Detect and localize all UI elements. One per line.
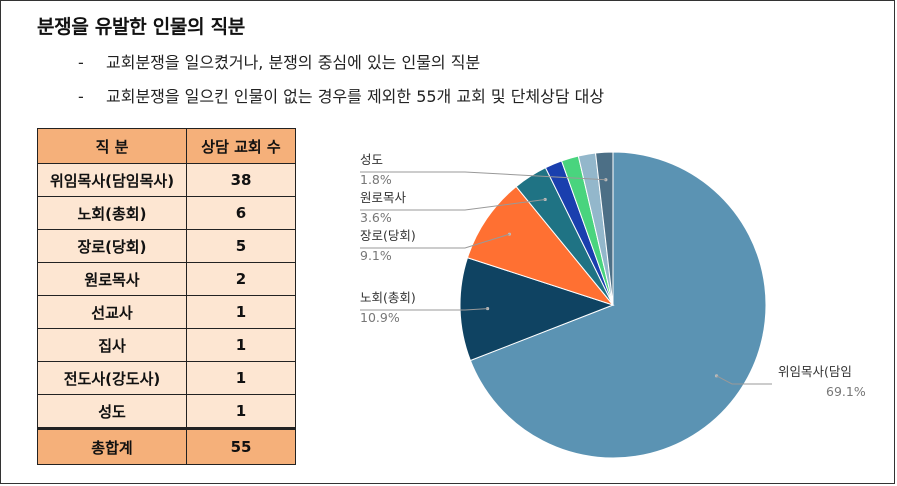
leader-dot [485, 306, 490, 311]
table-row: 노회(총회) 6 [37, 196, 296, 230]
slice-label-percent: 9.1% [360, 248, 392, 263]
table-cell-count: 1 [186, 394, 296, 429]
table-cell-count: 6 [186, 196, 296, 230]
table-cell-count: 5 [186, 229, 296, 263]
table-row: 집사 1 [37, 328, 296, 362]
table-cell-count: 1 [186, 295, 296, 329]
table-cell-position: 위임목사(담임목사) [37, 163, 187, 197]
pie-slice [466, 185, 615, 307]
slice-label-name: 장로(당회) [360, 228, 416, 243]
table-row: 전도사(강도사) 1 [37, 361, 296, 395]
table-header-row: 직 분 상담 교회 수 [37, 128, 296, 164]
leader-line [716, 375, 772, 385]
table-cell-count: 2 [186, 262, 296, 296]
pie-slice [459, 257, 615, 362]
table-cell-position: 집사 [37, 328, 187, 362]
leader-dot [604, 178, 608, 182]
table-total-row: 총합계 55 [37, 428, 296, 465]
table-cell-position: 선교사 [37, 295, 187, 329]
table-header-count: 상담 교회 수 [186, 128, 296, 164]
table-cell-position: 노회(총회) [37, 196, 187, 230]
leader-line [360, 171, 606, 181]
bullet-text: 교회분쟁을 일으켰거나, 분쟁의 중심에 있는 인물의 직분 [106, 53, 481, 72]
slice-label-percent: 3.6% [360, 210, 392, 225]
position-count-table: 직 분 상담 교회 수 위임목사(담임목사) 38 노회(총회) 6 장로(당회… [37, 128, 296, 465]
slice-label-name: 성도 [360, 152, 383, 167]
table-row: 선교사 1 [37, 295, 296, 329]
table-row: 성도 1 [37, 394, 296, 429]
slice-label-percent: 1.8% [360, 172, 392, 187]
table-cell-position: 전도사(강도사) [37, 361, 187, 395]
table-row: 장로(당회) 5 [37, 229, 296, 263]
slide-title: 분쟁을 유발한 인물의 직분 [37, 16, 245, 38]
leader-line [360, 308, 488, 311]
slice-label-percent: 10.9% [360, 310, 400, 325]
bullet-text: 교회분쟁을 일으킨 인물이 없는 경우를 제외한 55개 교회 및 단체상담 대… [106, 87, 605, 106]
bullet-item: - 교회분쟁을 일으켰거나, 분쟁의 중심에 있는 인물의 직분 [78, 49, 480, 73]
table-row: 위임목사(담임목사) 38 [37, 163, 296, 197]
bullet-item: - 교회분쟁을 일으킨 인물이 없는 경우를 제외한 55개 교회 및 단체상담 … [78, 83, 604, 107]
pie-slice [595, 151, 614, 306]
table-cell-count: 1 [186, 361, 296, 395]
table-row: 원로목사 2 [37, 262, 296, 296]
slice-label-name: 노회(총회) [360, 290, 416, 305]
slice-label-name: 위임목사(담임 [778, 364, 852, 379]
table-cell-position: 원로목사 [37, 262, 187, 296]
leader-line [360, 198, 546, 211]
table-cell-count: 38 [186, 163, 296, 197]
pie-chart: 위임목사(담임 69.1% 노회(총회) 10.9% 장로(당회) 9.1% 원로목사 3.6… [360, 151, 866, 459]
table-header-position: 직 분 [37, 128, 187, 164]
bullet-dash: - [78, 87, 84, 106]
slice-label-name: 원로목사 [360, 190, 407, 205]
leader-line [360, 233, 510, 249]
table-total-value: 55 [186, 428, 296, 465]
pie-slice [469, 151, 767, 459]
table-cell-position: 성도 [37, 394, 187, 429]
table-total-label: 총합계 [37, 428, 187, 465]
bullet-dash: - [78, 53, 84, 72]
table-cell-position: 장로(당회) [37, 229, 187, 263]
table-cell-count: 1 [186, 328, 296, 362]
slice-label-percent: 69.1% [826, 384, 866, 399]
